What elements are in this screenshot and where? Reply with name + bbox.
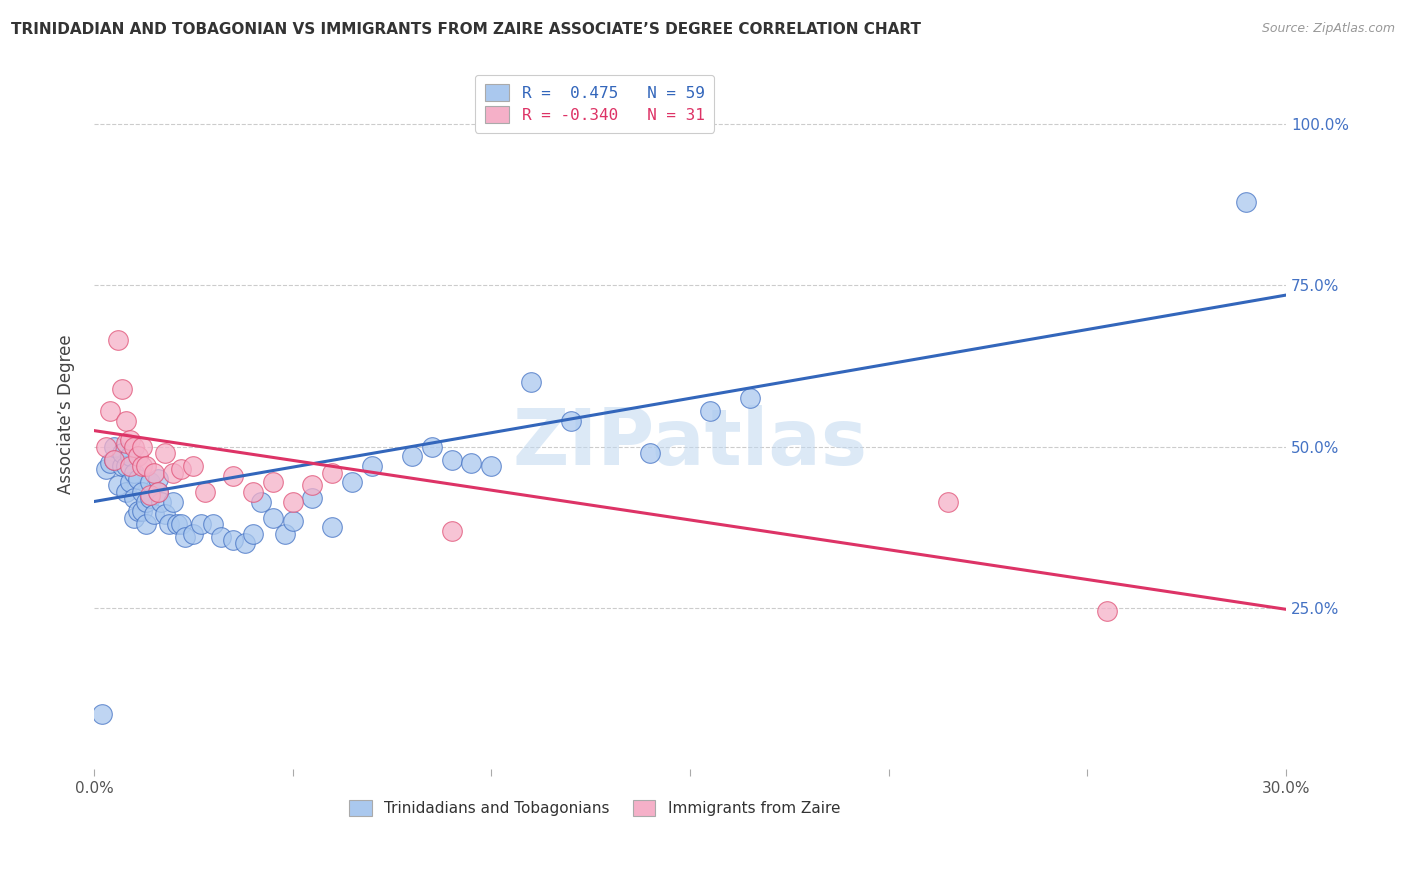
Text: TRINIDADIAN AND TOBAGONIAN VS IMMIGRANTS FROM ZAIRE ASSOCIATE’S DEGREE CORRELATI: TRINIDADIAN AND TOBAGONIAN VS IMMIGRANTS… [11, 22, 921, 37]
Point [209, 530, 232, 544]
Point [166, 517, 188, 532]
Point [103, 452, 125, 467]
Point [127, 472, 149, 486]
Point [460, 456, 482, 470]
Point [190, 517, 212, 532]
Point [281, 494, 304, 508]
Point [107, 478, 129, 492]
Point [233, 536, 256, 550]
Point [155, 508, 177, 522]
Point [114, 414, 136, 428]
Point [111, 458, 134, 473]
Point [170, 462, 193, 476]
Point [135, 517, 157, 532]
Point [401, 450, 423, 464]
Point [111, 446, 134, 460]
Point [131, 458, 153, 473]
Point [146, 484, 169, 499]
Point [122, 491, 145, 506]
Point [142, 466, 165, 480]
Point [122, 466, 145, 480]
Point [699, 404, 721, 418]
Point [250, 494, 273, 508]
Point [118, 434, 141, 448]
Point [138, 488, 160, 502]
Point [194, 484, 217, 499]
Point [222, 533, 245, 548]
Text: ZIPatlas: ZIPatlas [512, 405, 868, 481]
Point [122, 510, 145, 524]
Point [146, 472, 169, 486]
Point [202, 517, 225, 532]
Point [301, 478, 323, 492]
Point [281, 514, 304, 528]
Point [94, 440, 117, 454]
Point [738, 392, 761, 406]
Point [162, 494, 184, 508]
Point [520, 375, 543, 389]
Point [222, 468, 245, 483]
Point [440, 524, 463, 538]
Point [122, 440, 145, 454]
Point [150, 494, 173, 508]
Point [638, 446, 661, 460]
Point [155, 446, 177, 460]
Point [321, 466, 343, 480]
Point [936, 494, 959, 508]
Point [127, 450, 149, 464]
Point [181, 526, 204, 541]
Point [262, 475, 284, 490]
Point [361, 458, 384, 473]
Point [340, 475, 363, 490]
Legend: Trinidadians and Tobagonians, Immigrants from Zaire: Trinidadians and Tobagonians, Immigrants… [340, 791, 849, 825]
Point [94, 462, 117, 476]
Point [1234, 194, 1257, 209]
Point [127, 504, 149, 518]
Point [142, 508, 165, 522]
Point [114, 458, 136, 473]
Point [146, 484, 169, 499]
Point [262, 510, 284, 524]
Point [1095, 604, 1118, 618]
Point [174, 530, 197, 544]
Point [131, 484, 153, 499]
Point [420, 440, 443, 454]
Point [162, 466, 184, 480]
Point [118, 458, 141, 473]
Point [273, 526, 295, 541]
Point [90, 707, 112, 722]
Point [131, 440, 153, 454]
Point [301, 491, 323, 506]
Point [560, 414, 582, 428]
Point [107, 333, 129, 347]
Point [181, 458, 204, 473]
Point [321, 520, 343, 534]
Point [103, 440, 125, 454]
Text: Source: ZipAtlas.com: Source: ZipAtlas.com [1261, 22, 1395, 36]
Point [242, 484, 264, 499]
Point [138, 491, 160, 506]
Point [131, 504, 153, 518]
Point [114, 436, 136, 450]
Point [118, 475, 141, 490]
Point [479, 458, 502, 473]
Point [135, 494, 157, 508]
Point [111, 382, 134, 396]
Point [98, 404, 121, 418]
Point [98, 456, 121, 470]
Point [118, 450, 141, 464]
Point [103, 452, 125, 467]
Point [138, 475, 160, 490]
Y-axis label: Associate’s Degree: Associate’s Degree [58, 334, 75, 494]
Point [159, 517, 181, 532]
Point [170, 517, 193, 532]
Point [135, 458, 157, 473]
Point [440, 452, 463, 467]
Point [242, 526, 264, 541]
Point [114, 484, 136, 499]
